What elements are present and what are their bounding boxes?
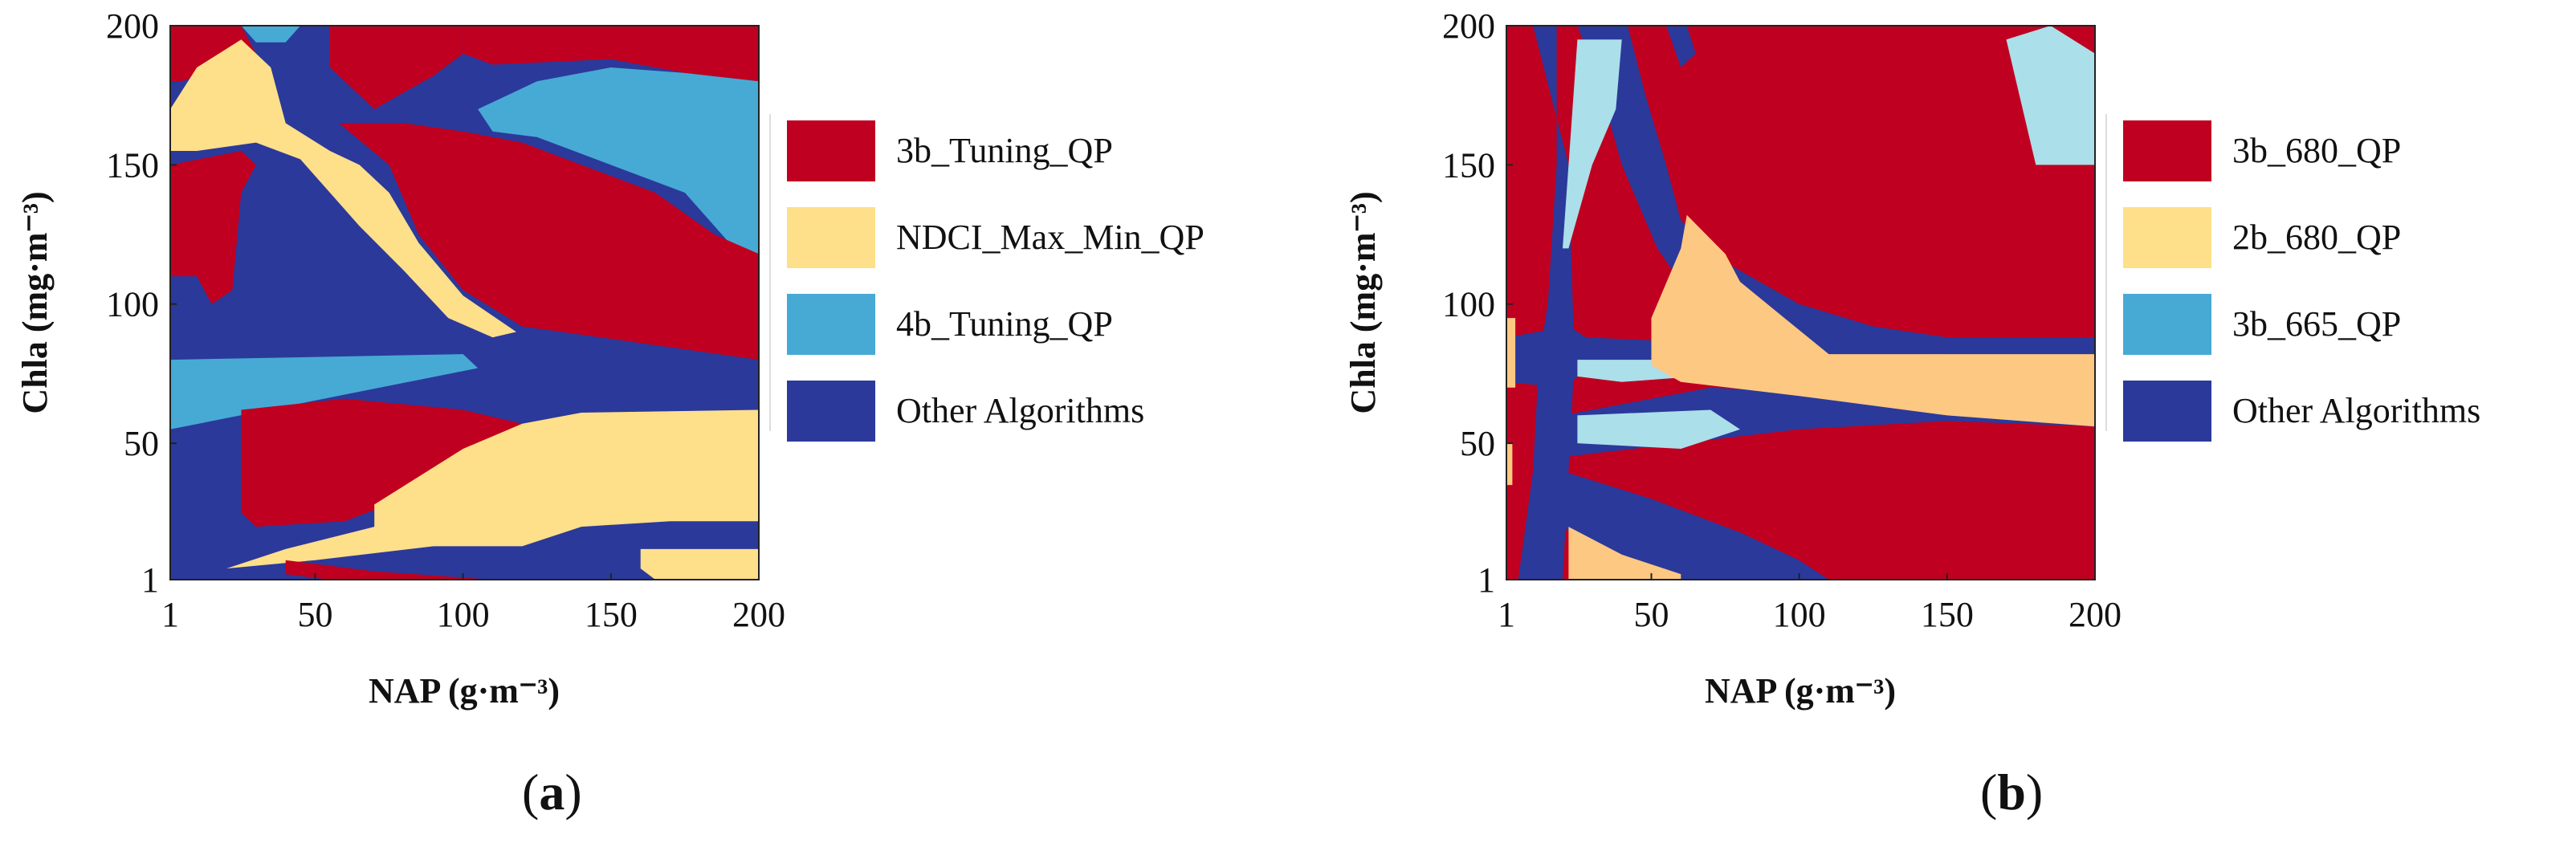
y-tick-label: 50	[124, 424, 159, 463]
y-tick-label: 150	[1442, 145, 1495, 185]
x-tick-label: 100	[1773, 595, 1826, 634]
x-tick-label: 150	[1921, 595, 1974, 634]
region-3b-tuning-qp	[329, 26, 463, 109]
legend-label: 3b_665_QP	[2232, 304, 2401, 344]
legend-swatch	[787, 381, 875, 442]
x-axis-title-a: NAP (g·m⁻³)	[369, 671, 560, 711]
panel-b: 1 50 100 150 200 1 50 100 150 200 NAP (g·m⁻³) Ch…	[1288, 0, 2576, 847]
x-tick-label: 1	[1498, 595, 1515, 634]
x-tick-label: 200	[2069, 595, 2122, 634]
y-tick-label: 1	[1478, 560, 1495, 600]
legend-b: 3b_680_QP 2b_680_QP 3b_665_QP Other Algorit…	[2105, 114, 2480, 442]
caption-b: (b)	[1980, 764, 2044, 821]
legend-label: 3b_Tuning_QP	[896, 131, 1113, 170]
legend-swatch	[2123, 294, 2211, 355]
y-tick-label: 1	[141, 560, 159, 600]
region-ndci-max-min-qp	[640, 548, 759, 580]
x-tick-label: 50	[297, 595, 332, 634]
legend-swatch	[787, 294, 875, 355]
region-3b-tuning-qp	[463, 26, 759, 82]
region-ndci-max-min-qp	[226, 409, 759, 569]
legend-label: 3b_680_QP	[2232, 131, 2401, 170]
plot-frame-a	[169, 25, 760, 580]
y-axis-title-a: Chla (mg·m⁻³)	[15, 191, 55, 413]
y-axis-title-b: Chla (mg·m⁻³)	[1343, 191, 1383, 413]
region-3b-665-qp	[1577, 409, 1740, 449]
x-axis-title-b: NAP (g·m⁻³)	[1705, 671, 1896, 711]
legend-label: Other Algorithms	[2232, 391, 2480, 430]
region-3b-tuning-qp	[241, 398, 523, 527]
legend-swatch	[787, 120, 875, 181]
region-2b-680-qp	[1506, 318, 1516, 388]
region-3b-tuning-qp	[285, 560, 493, 580]
y-tick-label: 50	[1460, 424, 1495, 463]
region-2b-680-qp	[1506, 443, 1513, 486]
region-3b-665-qp	[1563, 39, 1622, 249]
regions-b	[1506, 26, 2095, 580]
region-2b-680-qp	[1651, 214, 2095, 427]
region-4b-tuning-qp	[478, 67, 759, 255]
legend-label: 4b_Tuning_QP	[896, 304, 1113, 344]
x-tick-label: 100	[437, 595, 490, 634]
y-tick-label: 200	[1442, 6, 1495, 46]
y-tick-label: 200	[106, 6, 159, 46]
x-ticks-b: 1 50 100 150 200	[1498, 573, 2122, 634]
region-3b-tuning-qp	[339, 123, 759, 360]
legend-swatch	[2123, 381, 2211, 442]
legend-divider	[769, 114, 771, 431]
legend-divider	[2105, 114, 2107, 431]
region-other-algorithms	[1518, 26, 1575, 580]
region-ndci-max-min-qp	[170, 39, 516, 338]
y-tick-label: 150	[106, 145, 159, 185]
legend-swatch	[787, 207, 875, 268]
region-2b-680-qp	[1568, 527, 1681, 580]
regions-a	[170, 26, 759, 580]
y-tick-label: 100	[1442, 285, 1495, 324]
legend-label: NDCI_Max_Min_QP	[896, 218, 1204, 257]
x-tick-label: 200	[732, 595, 785, 634]
region-3b-tuning-qp	[170, 151, 256, 304]
x-tick-label: 1	[161, 595, 179, 634]
x-tick-label: 50	[1633, 595, 1669, 634]
plot-frame-b	[1506, 25, 2096, 580]
x-tick-label: 150	[585, 595, 638, 634]
caption-a: (a)	[522, 764, 582, 821]
legend-a: 3b_Tuning_QP NDCI_Max_Min_QP 4b_Tuning_QP O…	[769, 114, 1204, 442]
legend-swatch	[2123, 207, 2211, 268]
region-3b-tuning-qp	[170, 26, 256, 82]
legend-swatch	[2123, 120, 2211, 181]
region-other-algorithms	[1563, 470, 1829, 580]
legend-label: 2b_680_QP	[2232, 218, 2401, 257]
y-tick-label: 100	[106, 285, 159, 324]
legend-label: Other Algorithms	[896, 391, 1144, 430]
region-4b-tuning-qp	[241, 26, 301, 43]
region-3b-665-qp	[2006, 26, 2095, 165]
region-other-algorithms	[1665, 26, 1696, 67]
x-ticks-a: 1 50 100 150 200	[161, 573, 785, 634]
panel-a: 1 50 100 150 200 1 50 100 150 200 NAP (g·m⁻³) Ch…	[15, 6, 1204, 821]
